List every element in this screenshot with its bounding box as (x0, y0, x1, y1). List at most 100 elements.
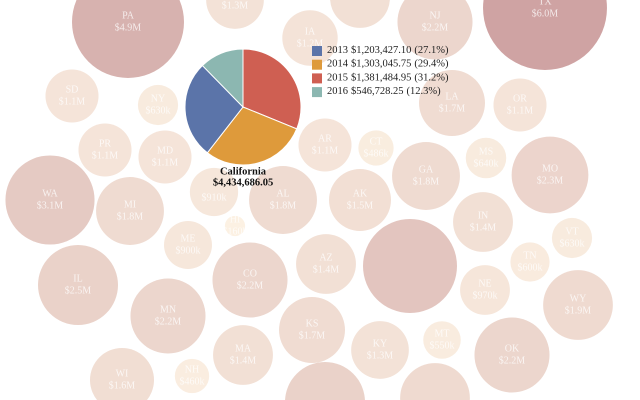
bubble[interactable] (400, 363, 470, 400)
bubble[interactable] (511, 136, 589, 214)
bubble-value: $1.4M (230, 355, 257, 366)
bubble[interactable] (163, 220, 213, 270)
bubble[interactable] (130, 278, 206, 354)
legend-entry: 2016 $546,728.25 (12.3%) (327, 87, 441, 98)
bubble-value: $1.1M (507, 105, 534, 116)
bubble[interactable] (493, 78, 547, 132)
bubble[interactable] (543, 270, 613, 340)
bubble[interactable] (90, 348, 154, 400)
bubble[interactable] (474, 317, 550, 393)
bubble-name: PR (99, 138, 112, 149)
bubble-value: $1.6M (109, 380, 136, 391)
bubble-value: $2.3M (537, 175, 564, 186)
legend-entry: 2013 $1,203,427.10 (27.1%) (327, 45, 449, 56)
bubble-name: MA (235, 343, 252, 354)
bubble-name: NJ (429, 10, 440, 21)
bubble[interactable] (174, 358, 210, 394)
pie-tooltip: California $4,434,686.05 2013 $1,203,427.… (184, 45, 449, 188)
bubble[interactable] (213, 325, 273, 385)
bubble-name: AL (276, 188, 289, 199)
bubble[interactable] (72, 0, 184, 78)
bubble-name: NE (478, 278, 491, 289)
bubble-value: $2.2M (237, 280, 264, 291)
bubble[interactable] (329, 169, 391, 231)
bubble-value: $1.3M (222, 0, 249, 11)
legend-value-label: $1,381,484.95 (351, 73, 411, 84)
legend-name: 2013 (327, 45, 348, 56)
bubble-name: IA (305, 26, 316, 37)
pie-total: $4,434,686.05 (213, 177, 273, 188)
bubble[interactable] (282, 10, 338, 66)
bubble[interactable] (137, 84, 179, 126)
bubble[interactable] (138, 130, 192, 184)
bubble-value: $900k (176, 245, 201, 256)
bubble-name: IL (73, 273, 82, 284)
bubble-name: LA (445, 91, 459, 102)
bubble[interactable] (460, 265, 510, 315)
legend-value-label: $1,203,427.10 (351, 45, 411, 56)
bubble-name: WI (116, 368, 129, 379)
bubble[interactable] (224, 215, 246, 237)
pie-slice (184, 64, 244, 154)
bubble-value: $1.8M (413, 176, 440, 187)
bubble[interactable] (330, 0, 390, 28)
bubble-name: IN (478, 210, 489, 221)
bubble[interactable] (510, 242, 550, 282)
bubble-value: $2.2M (499, 355, 526, 366)
bubble-value: $1.9M (565, 305, 592, 316)
bubble[interactable] (392, 142, 460, 210)
bubble-name: MD (157, 145, 173, 156)
bubble-value: $1.8M (270, 200, 297, 211)
bubble[interactable] (5, 155, 95, 245)
bubble-name: OK (505, 343, 520, 354)
legend-swatch (312, 73, 322, 84)
bubble[interactable] (78, 123, 132, 177)
bubble-value: $2.2M (155, 316, 182, 327)
bubble[interactable] (189, 167, 239, 217)
bubble[interactable] (363, 219, 457, 313)
bubble[interactable] (296, 234, 356, 294)
legend-percent-label: (29.4%) (414, 59, 449, 70)
bubble-name: ME (181, 233, 196, 244)
bubble-name: TN (523, 250, 536, 261)
bubble-name: TX (538, 0, 552, 7)
bubble-name: PA (122, 10, 135, 21)
bubble-value: $1.4M (313, 264, 340, 275)
bubble-value: $1.1M (152, 157, 179, 168)
bubble-value: $1.1M (312, 145, 339, 156)
bubble[interactable] (351, 321, 409, 379)
bubble[interactable] (298, 118, 352, 172)
legend-swatch (312, 46, 322, 56)
bubble-value: $550k (430, 340, 455, 351)
bubble-name: AR (318, 133, 332, 144)
bubble[interactable] (37, 244, 119, 326)
bubble-value: $160k (223, 226, 248, 237)
legend-entry: 2015 $1,381,484.95 (31.2%) (327, 73, 449, 84)
bubble-value: $970k (473, 290, 498, 301)
bubble-name: KS (306, 318, 319, 329)
bubble[interactable] (45, 69, 99, 123)
bubble-value: $460k (180, 376, 205, 387)
bubble[interactable] (206, 0, 264, 29)
bubble[interactable] (249, 166, 317, 234)
bubble[interactable] (483, 0, 607, 70)
bubble-name: MT (435, 328, 450, 339)
bubble[interactable] (358, 130, 394, 166)
bubble[interactable] (551, 217, 593, 259)
bubble-name: OR (513, 93, 527, 104)
legend-value-label: $1,303,045.75 (351, 59, 411, 70)
bubble[interactable] (285, 362, 365, 400)
bubble-name: NH (185, 364, 199, 375)
bubble[interactable] (96, 177, 164, 245)
bubble[interactable] (423, 321, 461, 359)
bubble[interactable] (397, 0, 473, 60)
bubble[interactable] (279, 297, 345, 363)
legend-percent-label: (12.3%) (407, 87, 442, 98)
bubble-value: $1.3M (367, 350, 394, 361)
bubble-value: $1.2M (297, 38, 324, 49)
bubble-value: $600k (518, 262, 543, 273)
bubble[interactable] (419, 70, 485, 136)
bubble[interactable] (212, 242, 288, 318)
bubble[interactable] (453, 192, 513, 252)
bubble[interactable] (465, 137, 507, 179)
